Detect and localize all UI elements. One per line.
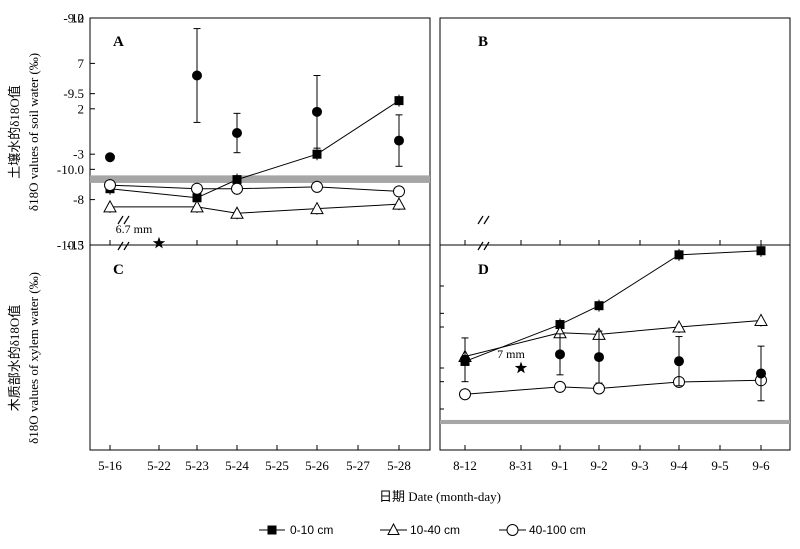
y-tick-label-a-7: 7 xyxy=(78,56,85,71)
panel-d-frame xyxy=(439,244,791,451)
legend-marker-open-circle xyxy=(506,524,519,536)
axis-break-top-right xyxy=(477,215,490,225)
x-tick-label-5-24: 5-24 xyxy=(225,458,249,473)
x-axis-title: 日期 Date (month-day) xyxy=(379,489,501,504)
reference-band-d xyxy=(440,419,790,425)
point-a-10-40cm-5-24 xyxy=(230,206,244,219)
point-a-40-100cm-5-23 xyxy=(191,182,203,195)
x-tick-label-5-26: 5-26 xyxy=(305,458,329,473)
y-tick-label-a--8: -8 xyxy=(73,192,84,207)
point-c-5-28 xyxy=(394,135,404,146)
point-a-10-40cm-5-26 xyxy=(310,201,324,215)
point-c-5-16 xyxy=(105,152,115,163)
x-tick-label-9-6: 9-6 xyxy=(752,458,770,473)
legend-item-40-100cm: 40-100 cm xyxy=(499,523,586,537)
x-tick-label-5-16: 5-16 xyxy=(98,458,122,473)
point-d-9-1 xyxy=(555,349,565,360)
point-a-10-40cm-5-23 xyxy=(190,199,204,213)
panel-letter-b: B xyxy=(478,34,488,50)
point-d-9-2 xyxy=(594,352,604,363)
y-tick-label-c--10_5: -10.5 xyxy=(57,238,84,253)
point-a-0-10cm-5-26 xyxy=(312,149,322,159)
point-a-0-10cm-5-24 xyxy=(232,175,242,185)
point-b-0-10cm-9-2 xyxy=(594,301,604,311)
point-b-0-10cm-9-1 xyxy=(555,320,565,330)
series-line-a-0-10cm xyxy=(109,100,400,199)
y-tick-label-c--9: -9.0 xyxy=(63,11,84,26)
x-tick-label-8-12: 8-12 xyxy=(453,458,477,473)
y-tick-label-a--13: -13 xyxy=(67,238,84,253)
point-d-9-6 xyxy=(756,368,766,379)
point-b-40-100cm-9-2 xyxy=(593,382,605,395)
point-a-40-100cm-5-28 xyxy=(393,185,405,198)
axis-break-bottom-right xyxy=(477,241,490,251)
point-a-40-100cm-5-26 xyxy=(311,180,323,193)
point-d-9-4 xyxy=(674,356,684,367)
rain-amount-label-b: 7 mm xyxy=(497,347,525,361)
x-tick-label-5-25: 5-25 xyxy=(265,458,289,473)
point-c-5-24 xyxy=(232,128,242,139)
series-line-a-40-100cm xyxy=(109,184,400,192)
y-axis-title-soil-cn: 土壤水的δ18O值 xyxy=(7,85,22,179)
point-a-10-40cm-5-28 xyxy=(392,197,406,210)
chart-marks: 12 7 2 -3 -8 -13 -9.0 -9.5 -10.0 -10.5 5-16 5-22 5-2… xyxy=(57,11,790,473)
axis-break-bottom-left xyxy=(117,241,130,251)
y-tick-label-a--3: -3 xyxy=(73,147,84,162)
legend-item-0-10cm: 0-10 cm xyxy=(259,523,333,537)
panel-c-frame xyxy=(89,244,431,451)
point-b-10-40cm-9-6 xyxy=(754,313,768,326)
point-a-40-100cm-5-24 xyxy=(231,182,243,195)
y-axis-title-xylem-cn: 木质部水的δ18O值 xyxy=(7,305,22,412)
point-b-40-100cm-9-1 xyxy=(554,380,566,393)
x-tick-label-5-27: 5-27 xyxy=(346,458,370,473)
point-a-0-10cm-5-23 xyxy=(192,193,202,203)
point-d-8-12 xyxy=(460,354,470,365)
y-tick-label-c--9_5: -9.5 xyxy=(63,86,84,101)
point-b-0-10cm-9-4 xyxy=(674,250,684,260)
point-b-40-100cm-8-12 xyxy=(459,388,471,401)
x-tick-label-8-31: 8-31 xyxy=(509,458,533,473)
axis-break-top-left xyxy=(117,215,130,225)
legend-label-10-40cm: 10-40 cm xyxy=(410,523,460,537)
legend: 0-10 cm 10-40 cm 40-100 cm xyxy=(259,522,586,537)
legend-marker-open-triangle xyxy=(387,522,400,535)
rain-star-b xyxy=(514,361,528,374)
panel-letter-a: A xyxy=(113,34,124,50)
panel-b-frame xyxy=(439,17,791,246)
x-tick-label-9-4: 9-4 xyxy=(670,458,688,473)
x-tick-label-5-28: 5-28 xyxy=(387,458,411,473)
x-tick-label-9-1: 9-1 xyxy=(551,458,568,473)
panel-letter-c: C xyxy=(113,262,124,278)
legend-item-10-40cm: 10-40 cm xyxy=(380,522,460,537)
legend-marker-filled-square xyxy=(267,525,277,535)
panel-a-frame xyxy=(89,17,431,246)
legend-label-40-100cm: 40-100 cm xyxy=(529,523,586,537)
rain-amount-label-a: 6.7 mm xyxy=(116,222,153,236)
legend-label-0-10cm: 0-10 cm xyxy=(290,523,333,537)
point-a-10-40cm-5-16 xyxy=(103,199,117,213)
y-tick-label-a-12: 12 xyxy=(71,11,84,26)
point-c-5-26 xyxy=(312,106,322,117)
point-a-0-10cm-5-28 xyxy=(394,96,404,106)
point-a-40-100cm-5-16 xyxy=(104,179,116,192)
x-tick-label-5-23: 5-23 xyxy=(185,458,209,473)
y-axis-title-soil-en: δ18O values of soil water (‰) xyxy=(26,53,41,211)
y-tick-label-c--10: -10.0 xyxy=(57,162,84,177)
point-b-10-40cm-9-4 xyxy=(672,319,686,333)
rain-star-a xyxy=(152,236,166,249)
x-tick-label-9-2: 9-2 xyxy=(590,458,607,473)
series-line-a-10-40cm xyxy=(110,203,400,214)
x-tick-label-5-22: 5-22 xyxy=(147,458,171,473)
y-tick-label-a-2: 2 xyxy=(78,101,85,116)
panel-letter-d: D xyxy=(478,262,489,278)
y-axis-title-xylem-en: δ18O values of xylem water (‰) xyxy=(26,272,41,444)
point-c-5-23 xyxy=(192,70,202,81)
reference-band-c xyxy=(90,175,430,183)
series-line-b-40-100cm xyxy=(464,379,762,395)
x-tick-label-9-5: 9-5 xyxy=(711,458,728,473)
series-line-b-0-10cm xyxy=(464,250,762,362)
x-tick-label-9-3: 9-3 xyxy=(631,458,648,473)
point-b-0-10cm-9-6 xyxy=(756,246,766,256)
